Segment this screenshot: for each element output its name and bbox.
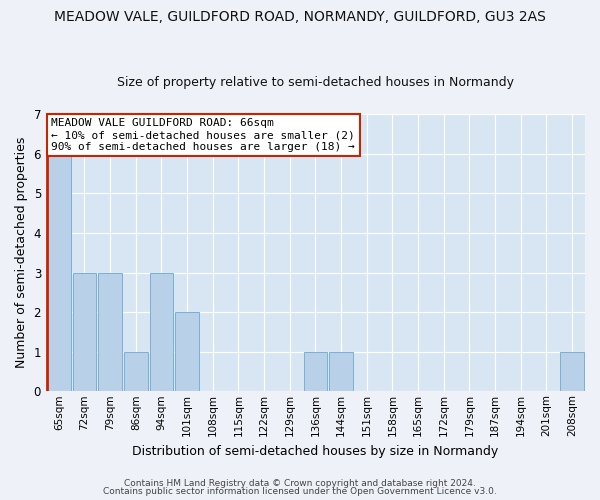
- Text: Contains HM Land Registry data © Crown copyright and database right 2024.: Contains HM Land Registry data © Crown c…: [124, 478, 476, 488]
- Text: MEADOW VALE GUILDFORD ROAD: 66sqm
← 10% of semi-detached houses are smaller (2)
: MEADOW VALE GUILDFORD ROAD: 66sqm ← 10% …: [52, 118, 355, 152]
- Bar: [304, 352, 327, 392]
- Bar: [560, 352, 584, 392]
- Bar: [47, 154, 71, 392]
- Bar: [98, 272, 122, 392]
- Text: Contains public sector information licensed under the Open Government Licence v3: Contains public sector information licen…: [103, 487, 497, 496]
- Text: MEADOW VALE, GUILDFORD ROAD, NORMANDY, GUILDFORD, GU3 2AS: MEADOW VALE, GUILDFORD ROAD, NORMANDY, G…: [54, 10, 546, 24]
- Title: Size of property relative to semi-detached houses in Normandy: Size of property relative to semi-detach…: [117, 76, 514, 90]
- Bar: [175, 312, 199, 392]
- X-axis label: Distribution of semi-detached houses by size in Normandy: Distribution of semi-detached houses by …: [133, 444, 499, 458]
- Bar: [149, 272, 173, 392]
- Bar: [73, 272, 96, 392]
- Y-axis label: Number of semi-detached properties: Number of semi-detached properties: [15, 137, 28, 368]
- Bar: [124, 352, 148, 392]
- Bar: [329, 352, 353, 392]
